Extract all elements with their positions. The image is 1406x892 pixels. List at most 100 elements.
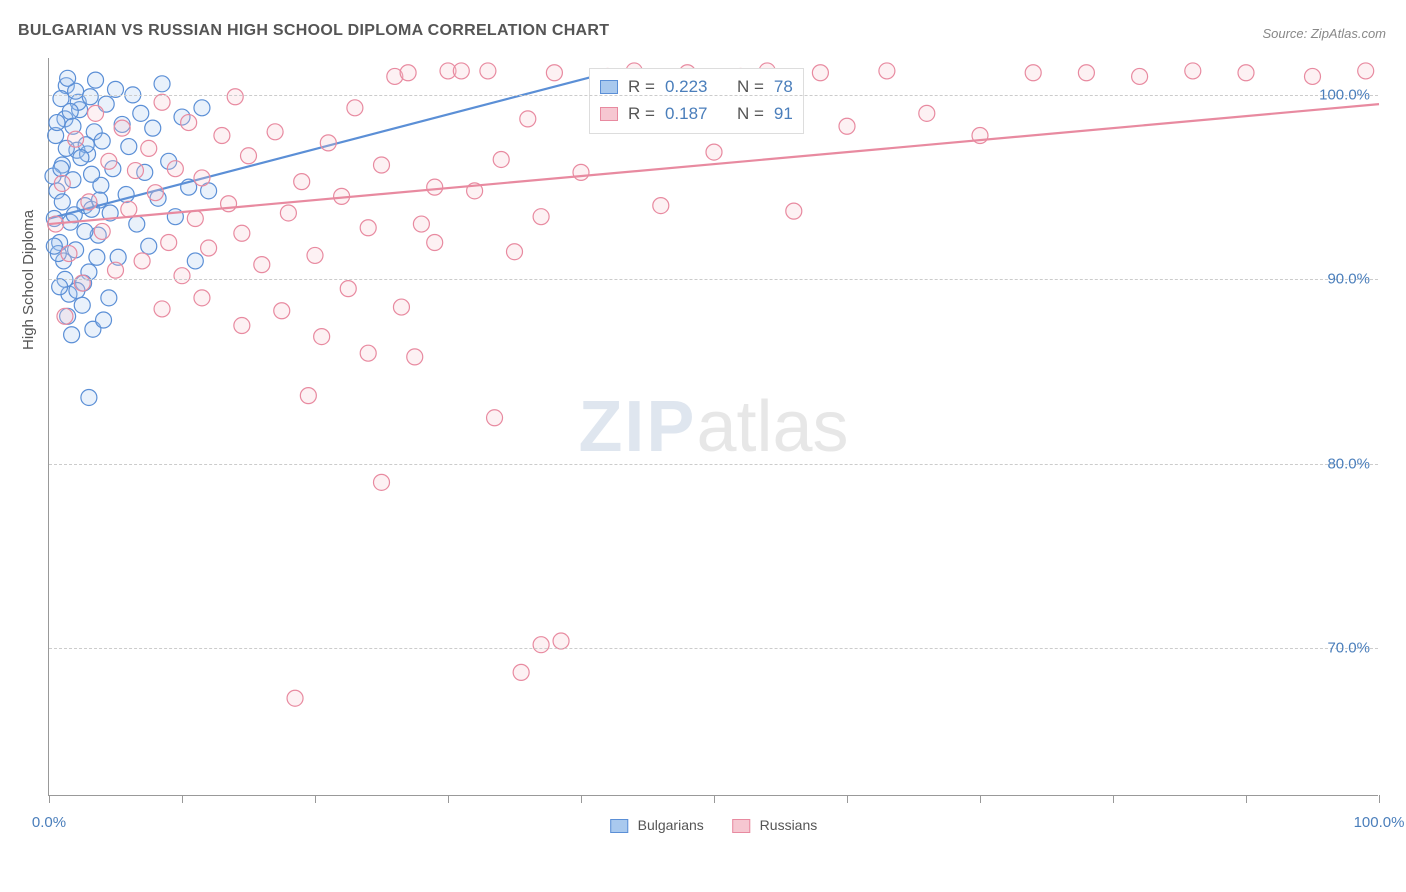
legend-swatch-bulgarians <box>600 80 618 94</box>
scatter-point <box>400 65 416 81</box>
gridline <box>49 95 1378 96</box>
scatter-point <box>54 175 70 191</box>
scatter-point <box>167 161 183 177</box>
scatter-point <box>94 133 110 149</box>
scatter-point <box>194 290 210 306</box>
scatter-point <box>1358 63 1374 79</box>
scatter-point <box>320 135 336 151</box>
xtick <box>847 795 848 803</box>
scatter-point <box>49 115 65 131</box>
scatter-point <box>553 633 569 649</box>
xtick-label: 100.0% <box>1354 814 1405 831</box>
scatter-point <box>520 111 536 127</box>
scatter-point <box>360 345 376 361</box>
scatter-point <box>147 185 163 201</box>
scatter-point <box>300 388 316 404</box>
legend-stats-box: R = 0.223 N = 78 R = 0.187 N = 91 <box>589 68 804 134</box>
legend-n-label: N = <box>737 100 764 127</box>
scatter-point <box>1238 65 1254 81</box>
legend-swatch-russians <box>600 107 618 121</box>
scatter-point <box>533 209 549 225</box>
scatter-point <box>174 268 190 284</box>
scatter-point <box>54 194 70 210</box>
scatter-point <box>919 105 935 121</box>
scatter-point <box>96 312 112 328</box>
scatter-point <box>145 120 161 136</box>
legend-stats-row-russians: R = 0.187 N = 91 <box>600 100 793 127</box>
scatter-point <box>413 216 429 232</box>
xtick <box>980 795 981 803</box>
legend-swatch-icon <box>610 819 628 833</box>
scatter-point <box>487 410 503 426</box>
scatter-point <box>374 474 390 490</box>
legend-n-label: N = <box>737 73 764 100</box>
scatter-point <box>52 279 68 295</box>
scatter-point <box>81 389 97 405</box>
scatter-point <box>706 144 722 160</box>
scatter-point <box>134 253 150 269</box>
xtick <box>182 795 183 803</box>
scatter-point <box>227 89 243 105</box>
scatter-point <box>141 238 157 254</box>
xtick <box>315 795 316 803</box>
scatter-point <box>60 70 76 86</box>
legend-label-russians: Russians <box>760 817 818 833</box>
scatter-point <box>62 104 78 120</box>
xtick <box>714 795 715 803</box>
xtick <box>581 795 582 803</box>
scatter-point <box>68 131 84 147</box>
xtick <box>448 795 449 803</box>
scatter-point <box>546 65 562 81</box>
xtick <box>1379 795 1380 803</box>
scatter-point <box>513 664 529 680</box>
scatter-point <box>493 151 509 167</box>
scatter-point <box>786 203 802 219</box>
scatter-point <box>1025 65 1041 81</box>
scatter-point <box>73 150 89 166</box>
scatter-point <box>241 148 257 164</box>
scatter-point <box>84 166 100 182</box>
legend-label-bulgarians: Bulgarians <box>638 817 704 833</box>
scatter-point <box>453 63 469 79</box>
scatter-point <box>194 100 210 116</box>
scatter-point <box>46 238 62 254</box>
gridline <box>49 279 1378 280</box>
scatter-point <box>1132 68 1148 84</box>
scatter-point <box>427 179 443 195</box>
scatter-point <box>287 690 303 706</box>
scatter-point <box>101 153 117 169</box>
scatter-point <box>161 235 177 251</box>
scatter-point <box>53 161 69 177</box>
scatter-point <box>64 327 80 343</box>
scatter-point <box>154 301 170 317</box>
scatter-point <box>77 223 93 239</box>
scatter-point <box>94 223 110 239</box>
scatter-point <box>101 290 117 306</box>
scatter-point <box>533 637 549 653</box>
scatter-point <box>280 205 296 221</box>
scatter-point <box>194 170 210 186</box>
legend-stats-row-bulgarians: R = 0.223 N = 78 <box>600 73 793 100</box>
scatter-point <box>121 201 137 217</box>
scatter-point <box>407 349 423 365</box>
plot-svg <box>49 58 1378 795</box>
scatter-point <box>181 115 197 131</box>
scatter-point <box>314 329 330 345</box>
scatter-point <box>347 100 363 116</box>
scatter-point <box>74 297 90 313</box>
scatter-point <box>214 127 230 143</box>
gridline <box>49 648 1378 649</box>
scatter-point <box>89 249 105 265</box>
legend-item-bulgarians: Bulgarians <box>610 817 704 833</box>
scatter-point <box>114 120 130 136</box>
legend-r-value-russians: 0.187 <box>665 100 708 127</box>
scatter-point <box>82 89 98 105</box>
scatter-point <box>61 246 77 262</box>
xtick <box>49 795 50 803</box>
legend-n-value-russians: 91 <box>774 100 793 127</box>
scatter-point <box>340 281 356 297</box>
scatter-point <box>294 174 310 190</box>
scatter-point <box>154 76 170 92</box>
scatter-point <box>1185 63 1201 79</box>
ytick-label: 80.0% <box>1327 455 1370 472</box>
